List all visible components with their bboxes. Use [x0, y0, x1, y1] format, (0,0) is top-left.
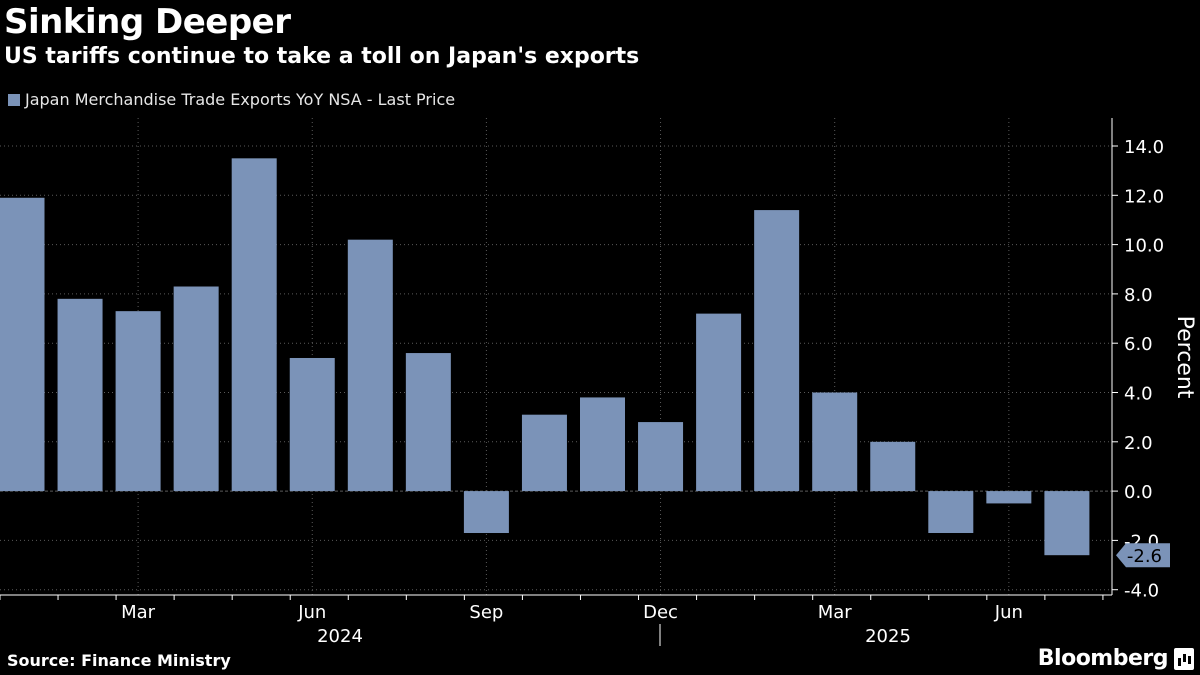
- bar: [812, 392, 858, 492]
- last-value-label: -2.6: [1127, 546, 1162, 567]
- legend: Japan Merchandise Trade Exports YoY NSA …: [8, 90, 455, 109]
- y-tick-label: 12.0: [1124, 186, 1164, 207]
- last-value-callout: [1116, 543, 1170, 568]
- chart-subtitle: US tariffs continue to take a toll on Ja…: [4, 44, 640, 69]
- bar: [0, 197, 45, 492]
- x-tick-label: Mar: [121, 602, 156, 623]
- year-label: 2024: [317, 626, 363, 647]
- bar: [289, 357, 335, 492]
- bar: [231, 158, 277, 492]
- bar: [696, 313, 742, 492]
- x-tick-label: Mar: [818, 602, 853, 623]
- bar: [754, 210, 800, 492]
- y-tick-label: -4.0: [1124, 581, 1159, 602]
- y-tick-label: 2.0: [1124, 433, 1153, 454]
- bar: [463, 491, 509, 534]
- chart-title: Sinking Deeper: [4, 2, 291, 42]
- bar: [928, 491, 974, 534]
- bar: [870, 441, 916, 492]
- bar: [405, 353, 451, 492]
- bar: [986, 491, 1032, 504]
- bloomberg-logo: Bloomberg: [1037, 646, 1169, 671]
- y-tick-label: 0.0: [1124, 482, 1153, 503]
- x-tick-label: Jun: [297, 602, 326, 623]
- x-tick-label: Sep: [469, 602, 503, 623]
- bar: [115, 311, 161, 492]
- legend-swatch: [8, 93, 20, 106]
- bloomberg-terminal-icon: [1174, 648, 1194, 670]
- y-axis-title: Percent: [1172, 316, 1197, 399]
- x-tick-label: Dec: [643, 602, 678, 623]
- y-tick-label: 14.0: [1124, 137, 1164, 158]
- y-tick-label: 8.0: [1124, 285, 1153, 306]
- y-tick-label: 6.0: [1124, 334, 1153, 355]
- bar: [638, 422, 684, 492]
- bar: [173, 286, 219, 492]
- bar: [521, 414, 567, 492]
- source-note: Source: Finance Ministry: [7, 651, 231, 670]
- year-label: 2025: [865, 626, 911, 647]
- y-tick-label: 10.0: [1124, 236, 1164, 257]
- bar: [1044, 491, 1090, 556]
- y-tick-label: 4.0: [1124, 384, 1153, 405]
- bar: [57, 298, 103, 492]
- x-tick-label: Jun: [994, 602, 1023, 623]
- legend-label: Japan Merchandise Trade Exports YoY NSA …: [25, 90, 456, 109]
- bar: [347, 239, 393, 492]
- bar: [580, 397, 625, 492]
